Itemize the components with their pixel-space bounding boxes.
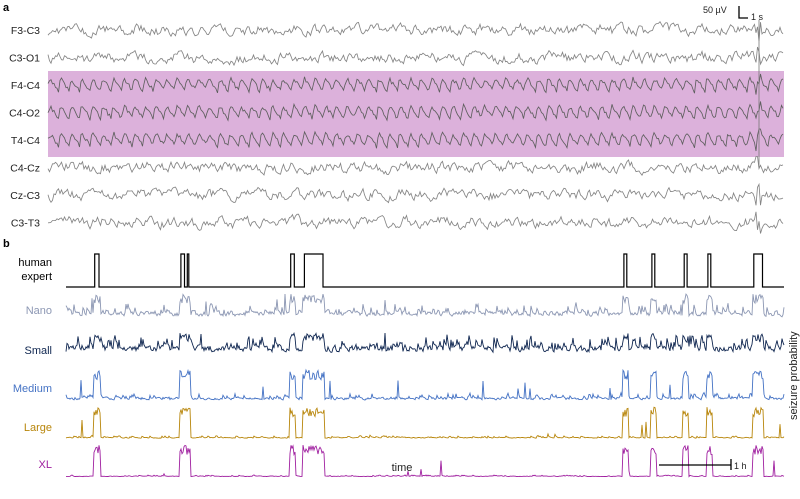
trace-0 bbox=[66, 253, 784, 288]
channel-label-c4-cz: C4-Cz bbox=[10, 163, 40, 175]
panel-b-letter: b bbox=[3, 238, 10, 250]
eeg-scale-bar: 50 µV 1 s bbox=[703, 5, 764, 22]
channel-label-c3-o1: C3-O1 bbox=[9, 53, 40, 65]
time-scale-bar: 1 h bbox=[659, 459, 747, 471]
time-scale-label: 1 h bbox=[734, 461, 747, 471]
row-label-1-line-0: Nano bbox=[26, 305, 52, 317]
trace-4 bbox=[65, 406, 785, 439]
row-label-2-line-0: Small bbox=[24, 345, 52, 357]
eeg-trace-c3-o1 bbox=[47, 46, 784, 67]
row-label-4-line-0: Large bbox=[24, 422, 52, 434]
eeg-trace-cz-c3 bbox=[47, 182, 784, 206]
trace-1 bbox=[65, 293, 785, 318]
trace-3 bbox=[65, 368, 785, 401]
scale-time-label: 1 s bbox=[751, 12, 764, 22]
scale-bar-lines bbox=[738, 6, 748, 19]
channel-label-c3-t3: C3-T3 bbox=[11, 218, 40, 230]
probability-traces bbox=[65, 253, 785, 478]
y-axis-label: seizure probability bbox=[788, 331, 800, 420]
row-label-0-line-1: expert bbox=[21, 271, 52, 283]
channel-label-t4-c4: T4-C4 bbox=[11, 135, 40, 147]
channel-label-cz-c3: Cz-C3 bbox=[10, 190, 40, 202]
eeg-trace-f3-c3 bbox=[47, 20, 784, 42]
eeg-channel-labels: F3-C3 C3-O1 F4-C4 C4-O2 T4-C4 C4-Cz Cz-C3 C3-T3 bbox=[9, 25, 40, 230]
row-label-3-line-0: Medium bbox=[13, 383, 52, 395]
scale-amplitude-label: 50 µV bbox=[703, 5, 727, 15]
row-label-0-line-0: human bbox=[18, 257, 52, 269]
channel-label-f3-c3: F3-C3 bbox=[11, 25, 40, 37]
model-row-labels: human expert Nano Small Medium Large XL bbox=[13, 257, 52, 471]
trace-5 bbox=[66, 444, 785, 478]
eeg-trace-c3-t3 bbox=[47, 211, 784, 234]
eeg-traces bbox=[47, 20, 784, 234]
trace-2 bbox=[65, 332, 785, 354]
row-label-5-line-0: XL bbox=[39, 459, 52, 471]
channel-label-c4-o2: C4-O2 bbox=[9, 108, 40, 120]
eeg-trace-c4-cz bbox=[47, 156, 784, 176]
channel-label-f4-c4: F4-C4 bbox=[11, 80, 40, 92]
panel-a-letter: a bbox=[3, 2, 10, 14]
eeg-trace-f4-c4 bbox=[47, 73, 784, 95]
eeg-trace-t4-c4 bbox=[47, 128, 784, 152]
x-axis-label: time bbox=[392, 462, 413, 474]
eeg-trace-c4-o2 bbox=[47, 101, 784, 122]
